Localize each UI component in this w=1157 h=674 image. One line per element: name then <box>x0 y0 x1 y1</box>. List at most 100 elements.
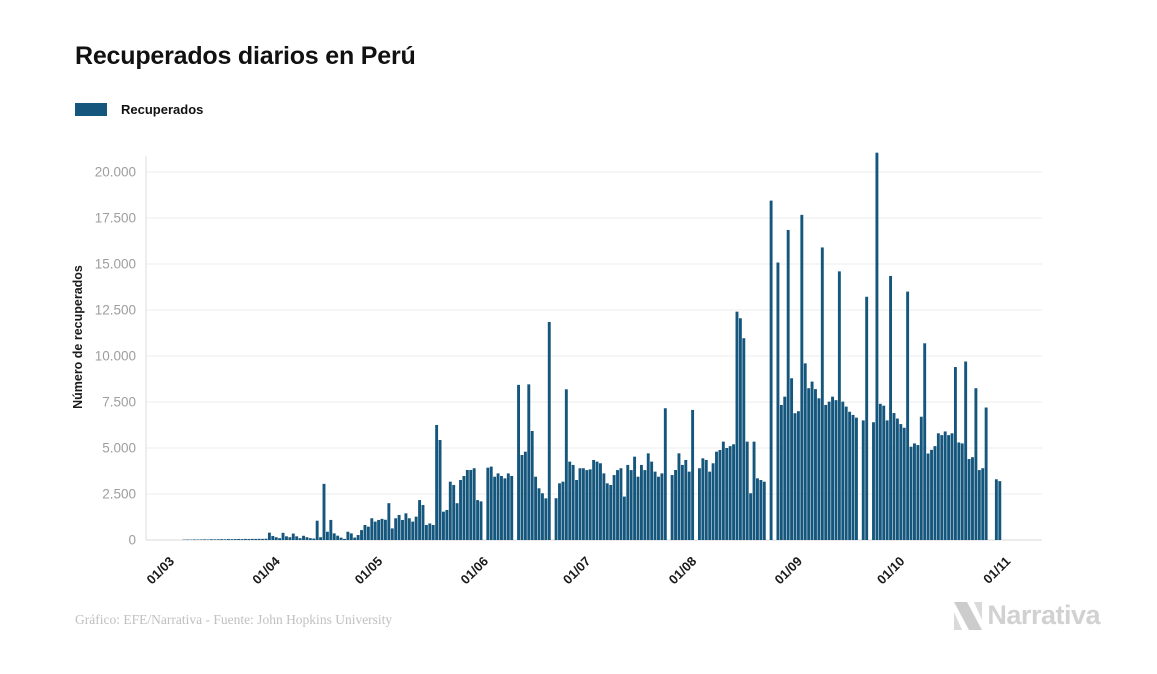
bar <box>346 531 350 540</box>
bar <box>315 520 319 540</box>
bar <box>564 389 568 540</box>
bar <box>302 535 305 540</box>
bar <box>578 468 582 540</box>
bar <box>230 539 234 540</box>
bar <box>783 396 787 540</box>
bar <box>974 388 978 540</box>
bar <box>585 470 589 540</box>
bar <box>899 424 903 540</box>
bar <box>336 535 340 540</box>
bar <box>459 480 462 540</box>
bar <box>394 518 398 540</box>
bar <box>786 229 790 540</box>
bar <box>848 411 852 540</box>
bar <box>817 398 821 540</box>
bar <box>814 389 817 540</box>
bar <box>800 214 804 540</box>
bar <box>837 271 841 540</box>
bar <box>653 471 657 540</box>
bar <box>264 538 268 540</box>
bar <box>261 538 265 540</box>
bar <box>919 416 923 540</box>
y-tick-label: 5.000 <box>102 441 136 456</box>
y-tick-label: 10.000 <box>95 349 136 364</box>
bar <box>718 450 722 540</box>
bar <box>657 476 660 540</box>
bar <box>711 463 715 540</box>
bar <box>500 475 503 540</box>
legend-label-recuperados: Recuperados <box>121 102 204 117</box>
bar <box>373 521 377 540</box>
bar <box>650 461 654 540</box>
bar <box>953 367 957 540</box>
narrativa-logo: Narrativa <box>953 600 1100 631</box>
bar <box>465 469 469 540</box>
bar <box>810 381 814 540</box>
bar <box>530 430 534 540</box>
bar <box>592 459 596 540</box>
bar <box>769 200 773 541</box>
bar <box>824 404 828 540</box>
y-tick-label: 12.500 <box>95 303 136 318</box>
bar <box>517 384 520 540</box>
bar <box>936 433 940 540</box>
y-tick-label: 20.000 <box>95 165 136 180</box>
page-title: Recuperados diarios en Perú <box>75 42 416 70</box>
narrativa-logo-text: Narrativa <box>987 600 1100 630</box>
bar <box>834 400 838 540</box>
bar <box>725 448 729 540</box>
bar <box>370 518 374 540</box>
bar <box>377 519 381 540</box>
bar <box>902 427 906 540</box>
bar <box>414 516 418 540</box>
bar <box>595 461 599 540</box>
bar <box>192 539 196 540</box>
bar <box>332 533 336 540</box>
bar <box>339 537 343 540</box>
bar <box>674 469 677 540</box>
bar <box>807 388 811 540</box>
bar <box>401 519 404 540</box>
bar <box>281 532 285 540</box>
bar <box>247 538 251 540</box>
bar <box>759 480 763 540</box>
bar <box>756 478 759 540</box>
bar <box>353 537 357 540</box>
bar <box>964 361 968 540</box>
bar <box>267 532 271 540</box>
bar <box>506 473 510 540</box>
bar <box>329 519 333 540</box>
bar <box>633 456 637 540</box>
bar <box>363 525 367 540</box>
bar <box>534 476 538 540</box>
bar <box>356 535 360 540</box>
bar <box>244 538 247 540</box>
bar <box>237 538 241 540</box>
x-tick-label: 01/11 <box>980 554 1013 587</box>
bar <box>295 536 299 540</box>
bar <box>599 463 602 540</box>
bar <box>203 539 206 540</box>
bar <box>796 411 800 540</box>
bar <box>428 523 432 540</box>
bar <box>537 488 541 540</box>
x-tick-label: 01/07 <box>560 554 594 588</box>
bar <box>885 420 889 540</box>
bar <box>943 431 947 540</box>
bar <box>926 453 930 540</box>
x-tick-label: 01/04 <box>249 553 283 587</box>
bar <box>274 537 278 540</box>
bar <box>977 470 981 540</box>
bar <box>380 518 384 540</box>
bar <box>844 406 848 540</box>
bar <box>575 480 579 540</box>
bar <box>479 501 483 540</box>
bar <box>629 470 633 540</box>
bar <box>854 417 858 540</box>
bar <box>554 498 558 540</box>
bar <box>704 459 708 540</box>
bar <box>387 503 391 540</box>
bar <box>701 458 705 540</box>
bar <box>933 446 937 540</box>
bar <box>626 464 630 540</box>
